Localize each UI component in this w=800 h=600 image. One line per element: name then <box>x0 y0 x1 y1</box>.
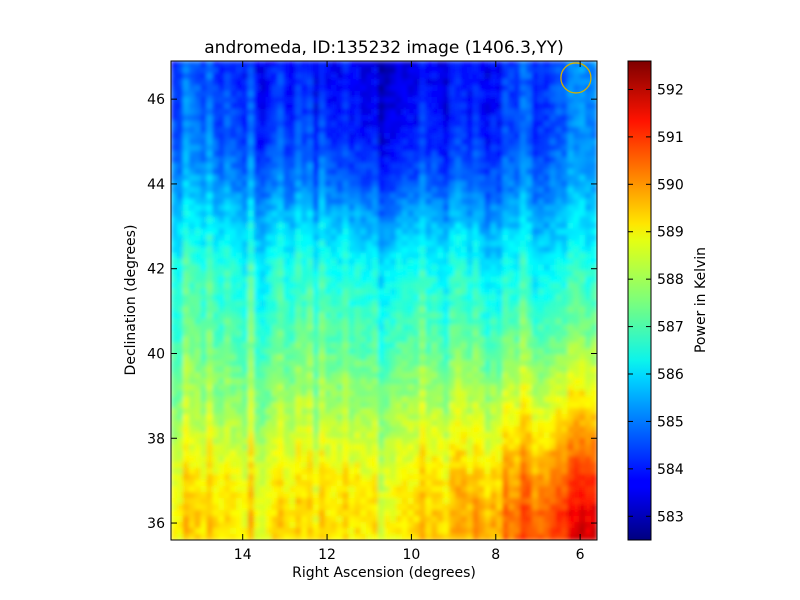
y-tick-label: 36 <box>147 516 165 532</box>
colorbar-ticks: 583 584 585 586 587 588 589 590 591 592 <box>628 82 684 525</box>
y-axis-label: Declination (degrees) <box>123 225 139 376</box>
x-tick-label: 14 <box>234 547 252 563</box>
colorbar-tick-label: 584 <box>657 462 684 478</box>
colorbar-tick-label: 583 <box>657 509 684 525</box>
x-axis: 14 12 10 8 6 <box>234 61 585 563</box>
colorbar-label: Power in Kelvin <box>693 247 709 353</box>
y-tick-label: 46 <box>147 92 165 108</box>
x-tick-label: 10 <box>403 547 421 563</box>
colorbar-tick-label: 585 <box>657 414 684 430</box>
colorbar-tick-label: 592 <box>657 82 684 98</box>
x-axis-label: Right Ascension (degrees) <box>292 565 476 581</box>
y-axis: 36 38 40 42 44 46 <box>147 92 597 532</box>
colorbar-tick-label: 588 <box>657 272 684 288</box>
heatmap-image <box>171 61 597 540</box>
x-tick-label: 6 <box>576 547 585 563</box>
colorbar-tick-label: 586 <box>657 367 684 383</box>
y-tick-label: 42 <box>147 262 165 278</box>
colorbar-tick-label: 587 <box>657 320 684 336</box>
source-marker-circle <box>560 62 592 94</box>
y-tick-label: 38 <box>147 431 165 447</box>
x-tick-label: 12 <box>318 547 336 563</box>
plot-frame <box>170 60 598 541</box>
colorbar-tick-label: 591 <box>657 130 684 146</box>
colorbar <box>627 60 652 541</box>
x-tick-label: 8 <box>491 547 500 563</box>
colorbar-tick-label: 590 <box>657 177 684 193</box>
y-tick-label: 44 <box>147 177 165 193</box>
chart-title: andromeda, ID:135232 image (1406.3,YY) <box>204 38 563 58</box>
colorbar-tick-label: 589 <box>657 225 684 241</box>
y-tick-label: 40 <box>147 346 165 362</box>
